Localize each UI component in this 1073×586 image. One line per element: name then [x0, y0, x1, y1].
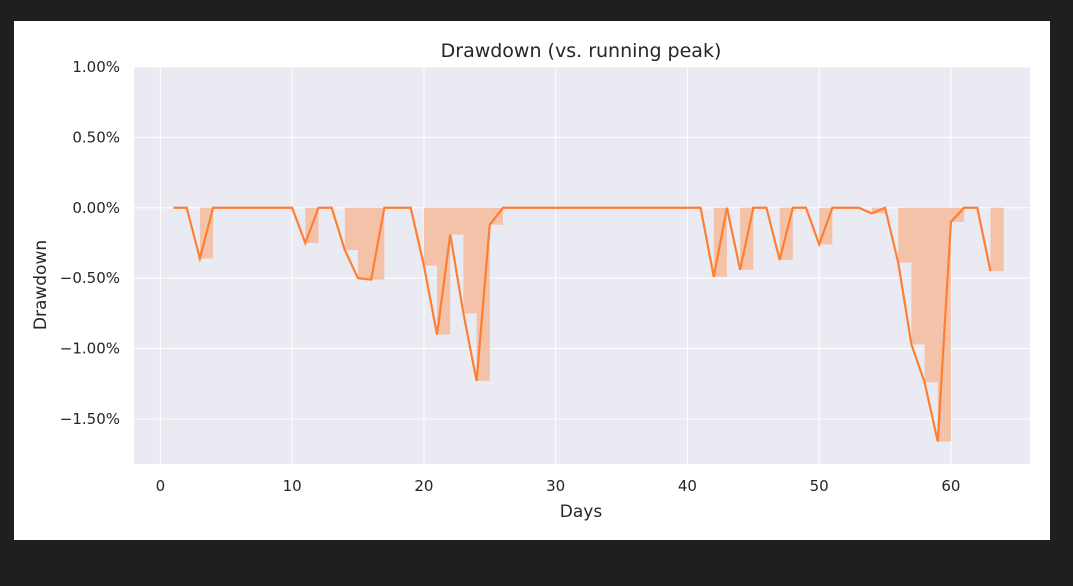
y-axis-label: Drawdown — [31, 240, 51, 330]
x-tick-label: 10 — [283, 477, 302, 495]
drawdown-bar — [924, 207, 938, 383]
drawdown-line — [173, 206, 992, 442]
x-axis-label: Days — [560, 502, 603, 522]
figure-panel: 0 10 20 30 40 50 60 1.00% 0.50% 0.00% −0.50% −1.00… — [14, 21, 1050, 540]
y-tick-label: 1.00% — [72, 58, 120, 76]
x-tick-label: 0 — [156, 477, 166, 495]
drawdown-bar — [898, 207, 912, 263]
drawdown-bar — [358, 207, 372, 279]
y-tick-label: −1.50% — [60, 410, 120, 428]
y-axis-ticks: 1.00% 0.50% 0.00% −0.50% −1.00% −1.50% — [60, 58, 120, 428]
drawdown-bar — [423, 207, 438, 266]
chart-title: Drawdown (vs. running peak) — [441, 40, 722, 62]
x-axis-ticks: 0 10 20 30 40 50 60 — [156, 477, 961, 495]
x-tick-label: 30 — [546, 477, 565, 495]
x-tick-label: 20 — [414, 477, 433, 495]
drawdown-bar — [990, 207, 1004, 272]
drawdown-bar — [450, 207, 464, 235]
y-tick-label: 0.00% — [72, 199, 120, 217]
x-tick-label: 60 — [941, 477, 960, 495]
drawdown-bar — [463, 207, 477, 314]
drawdown-chart: 0 10 20 30 40 50 60 1.00% 0.50% 0.00% −0.50% −1.00… — [31, 40, 1030, 522]
plot-area — [134, 67, 1030, 464]
y-tick-label: 0.50% — [72, 128, 120, 146]
drawdown-bar — [344, 207, 358, 251]
y-tick-label: −0.50% — [60, 269, 120, 287]
drawdown-bar — [911, 207, 925, 345]
y-tick-label: −1.00% — [60, 340, 120, 358]
x-tick-label: 50 — [810, 477, 829, 495]
x-tick-label: 40 — [678, 477, 697, 495]
